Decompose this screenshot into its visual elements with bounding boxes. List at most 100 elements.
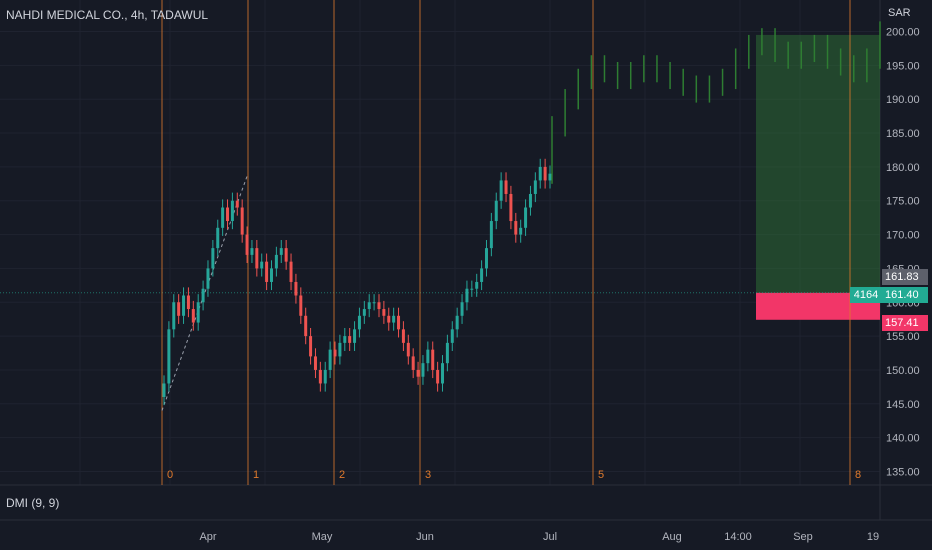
time-tick: Jun [416, 531, 434, 543]
candle-body [167, 329, 171, 384]
candle-body [441, 363, 445, 384]
candle-body [235, 200, 239, 208]
price-tick: 200.00 [886, 27, 920, 39]
candle-body [484, 248, 488, 269]
candle-body [177, 302, 181, 316]
candle-body [528, 193, 532, 208]
candle-body [206, 268, 210, 289]
candle-body [162, 383, 166, 398]
candle-body [265, 261, 269, 282]
candle-body [313, 356, 317, 370]
cycle-marker-label: 0 [167, 469, 173, 481]
candle-body [436, 369, 440, 384]
candle-body [470, 288, 474, 290]
time-tick: 14:00 [724, 531, 752, 543]
candle-body [416, 369, 420, 377]
price-tick: 135.00 [886, 466, 920, 478]
volume-badge: 4164 [850, 287, 882, 303]
cycle-marker-label: 8 [855, 469, 861, 481]
candle-body [460, 302, 464, 316]
candle-body [191, 309, 195, 323]
candle-body [475, 281, 479, 289]
cycle-marker-label: 5 [598, 469, 604, 481]
candle-body [226, 207, 230, 222]
candle-body [401, 329, 405, 343]
candle-body [480, 268, 484, 282]
candle-body [230, 200, 234, 222]
price-tick: 170.00 [886, 230, 920, 242]
candle-body [186, 295, 190, 310]
time-tick: Sep [793, 531, 813, 543]
currency-label: SAR [888, 7, 911, 19]
candle-body [304, 315, 308, 337]
candle-body [269, 268, 273, 282]
candle-body [421, 363, 425, 377]
candle-body [548, 173, 552, 181]
time-tick: Apr [199, 531, 216, 543]
time-tick: 19 [867, 531, 879, 543]
candle-body [392, 315, 396, 323]
candle-body [357, 315, 361, 330]
candle-body [211, 248, 215, 269]
candle-body [172, 302, 176, 330]
candle-body [245, 234, 249, 255]
candle-body [201, 288, 205, 303]
candle-body [455, 315, 459, 330]
candle-body [397, 315, 401, 330]
candle-body [377, 302, 381, 310]
price-tick: 175.00 [886, 196, 920, 208]
candle-body [338, 342, 342, 357]
price-tick: 190.00 [886, 94, 920, 106]
candle-body [519, 227, 523, 235]
trendline [161, 173, 249, 411]
candle-body [533, 180, 537, 194]
candle-body [216, 227, 220, 249]
candle-body [543, 166, 547, 181]
candle-body [274, 254, 278, 269]
candle-body [294, 281, 298, 296]
candle-body [538, 166, 542, 181]
time-tick: Aug [662, 531, 682, 543]
candle-body [323, 369, 327, 384]
candle-body [309, 336, 313, 357]
candle-body [524, 207, 528, 228]
price-tick: 195.00 [886, 60, 920, 72]
candle-body [509, 193, 513, 222]
candle-body [343, 336, 347, 343]
candle-body [221, 207, 225, 228]
price-tick: 150.00 [886, 365, 920, 377]
candle-body [362, 309, 366, 316]
candle-body [382, 309, 386, 316]
candle-body [353, 329, 357, 343]
candle-body [445, 342, 449, 364]
candle-body [504, 180, 508, 194]
candle-body [196, 302, 200, 323]
candle-body [387, 315, 391, 323]
candle-body [465, 288, 469, 303]
price-tick: 145.00 [886, 399, 920, 411]
candle-body [514, 221, 518, 235]
price-tick: 185.00 [886, 128, 920, 140]
candle-body [494, 200, 498, 222]
candle-body [260, 261, 264, 269]
candle-body [284, 248, 288, 262]
time-tick: May [312, 531, 333, 543]
candle-body [182, 295, 186, 316]
candle-body [431, 349, 435, 370]
price-badge-stop: 157.41 [882, 315, 928, 331]
candle-body [333, 349, 337, 357]
candle-body [367, 302, 371, 310]
price-tick: 180.00 [886, 162, 920, 174]
candle-body [372, 302, 376, 304]
candle-body [489, 221, 493, 249]
price-badge-current: 161.40 [882, 287, 928, 303]
candle-body [318, 369, 322, 384]
candle-body [406, 342, 410, 357]
indicator-label[interactable]: DMI (9, 9) [6, 496, 60, 510]
cycle-marker-label: 1 [253, 469, 259, 481]
price-tick: 155.00 [886, 331, 920, 343]
candle-body [250, 248, 254, 255]
symbol-title[interactable]: NAHDI MEDICAL CO., 4h, TADAWUL [6, 8, 209, 22]
candle-body [499, 180, 503, 201]
